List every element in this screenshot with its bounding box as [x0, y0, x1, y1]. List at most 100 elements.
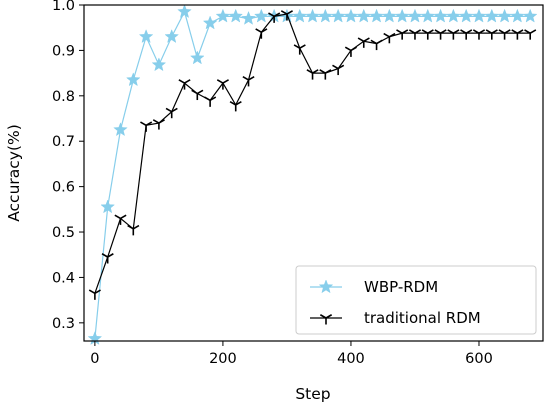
tri-point-arm-left — [191, 89, 198, 95]
star-point — [510, 8, 525, 23]
star-point — [138, 29, 154, 44]
tri-point — [408, 29, 422, 40]
tri-point — [178, 79, 191, 90]
tri-point-arm-left — [293, 44, 301, 49]
tri-point — [88, 289, 101, 300]
star-point — [151, 57, 167, 72]
star-point — [189, 50, 205, 65]
legend: WBP-RDM traditional RDM — [295, 265, 537, 335]
star-point — [254, 8, 269, 23]
tri-point — [344, 46, 358, 57]
tri-point-arm-left — [268, 12, 275, 18]
star-point — [471, 8, 487, 23]
star-point — [330, 8, 346, 23]
star-point — [177, 4, 192, 19]
tri-point-arm-right — [184, 79, 191, 84]
tri-point — [511, 29, 524, 40]
star-point — [369, 8, 384, 23]
tri-point-arm-right — [401, 29, 409, 34]
tri-point-arm-right — [145, 121, 153, 127]
tri-point-arm-left — [319, 69, 326, 74]
y-tick-label: 0.9 — [52, 43, 75, 59]
tri-point-arm-right — [491, 29, 498, 34]
tri-point-arm-right — [273, 12, 281, 18]
tri-point-arm-left — [101, 253, 109, 258]
tri-point-arm-left — [511, 29, 518, 34]
tri-point-arm-right — [299, 44, 306, 49]
tri-point — [306, 69, 319, 80]
legend-tri-marker — [319, 314, 333, 325]
y-tick-label: 0.5 — [52, 225, 75, 241]
series-wbp-rdm — [87, 4, 538, 345]
star-point — [343, 8, 359, 23]
tri-point-arm-right — [235, 100, 242, 106]
star-point — [522, 8, 538, 23]
tri-point-arm-left — [332, 64, 339, 70]
star-point — [202, 15, 218, 30]
tri-point-arm-left — [280, 10, 288, 15]
tri-point-arm-right — [440, 29, 447, 34]
star-point — [228, 8, 244, 23]
x-tick-label: 200 — [209, 351, 237, 367]
tri-point-arm-right — [427, 29, 434, 34]
tri-point-arm-left — [319, 314, 327, 319]
y-tick-label: 0.3 — [52, 316, 75, 332]
series-traditional-rdm — [88, 10, 537, 300]
tri-point-arm-right — [516, 29, 524, 34]
tri-point-arm-left — [178, 79, 185, 84]
tri-point — [524, 29, 537, 40]
series-layer — [87, 4, 538, 345]
tri-point-arm-right — [209, 96, 217, 102]
tri-point-arm-left — [152, 119, 160, 124]
tri-point-arm-left — [88, 289, 96, 295]
tri-point — [319, 314, 333, 325]
tri-point-arm-right — [132, 224, 140, 230]
tri-point-arm-right — [248, 75, 255, 81]
tri-point — [101, 253, 114, 264]
tri-point-arm-right — [504, 29, 511, 34]
tri-point-arm-left — [396, 29, 403, 34]
star-point — [433, 8, 448, 23]
tri-point-arm-right — [325, 314, 333, 319]
legend-label-wbp-rdm: WBP-RDM — [364, 278, 438, 296]
star-point — [164, 29, 180, 44]
tri-point-arm-left — [216, 79, 224, 84]
tri-point — [191, 89, 204, 101]
tri-point-arm-left — [140, 121, 147, 127]
y-tick-label: 1.0 — [52, 0, 75, 14]
y-tick-label: 0.8 — [52, 89, 75, 105]
tri-point-arm-left — [460, 29, 467, 34]
tri-point-arm-right — [171, 107, 178, 113]
star-point — [241, 10, 256, 25]
star-point — [292, 8, 308, 23]
tri-point-arm-left — [370, 39, 377, 45]
y-tick-label: 0.7 — [52, 134, 75, 150]
tri-point-arm-right — [158, 119, 165, 124]
tri-point-arm-left — [357, 37, 365, 43]
star-point — [100, 199, 116, 214]
axis-ticks: 0 200 400 600 0.3 0.4 0.5 0.6 0.7 0.8 0.9 1.0 — [52, 0, 493, 367]
tri-point-arm-left — [421, 29, 429, 34]
tri-point-arm-left — [447, 29, 454, 34]
tri-point-arm-right — [120, 214, 127, 220]
tri-point-arm-right — [350, 46, 358, 52]
tri-point-arm-left — [127, 224, 134, 230]
tri-point — [140, 121, 153, 132]
tri-point — [152, 119, 165, 130]
x-tick-label: 0 — [90, 351, 99, 367]
tri-point — [242, 75, 255, 87]
tri-point-arm-right — [363, 37, 370, 43]
tri-point — [460, 29, 473, 40]
tri-point-arm-left — [114, 214, 121, 220]
star-point — [356, 8, 372, 23]
y-axis-label: Accuracy(%) — [5, 124, 23, 222]
tri-point — [434, 29, 447, 40]
star-point — [420, 8, 436, 23]
tri-point-arm-left — [408, 29, 416, 34]
star-point — [407, 8, 423, 23]
tri-point-arm-right — [260, 28, 268, 33]
tri-point-arm-right — [94, 289, 101, 295]
tri-point — [114, 214, 127, 225]
tri-point — [498, 29, 511, 40]
tri-point — [357, 37, 370, 48]
